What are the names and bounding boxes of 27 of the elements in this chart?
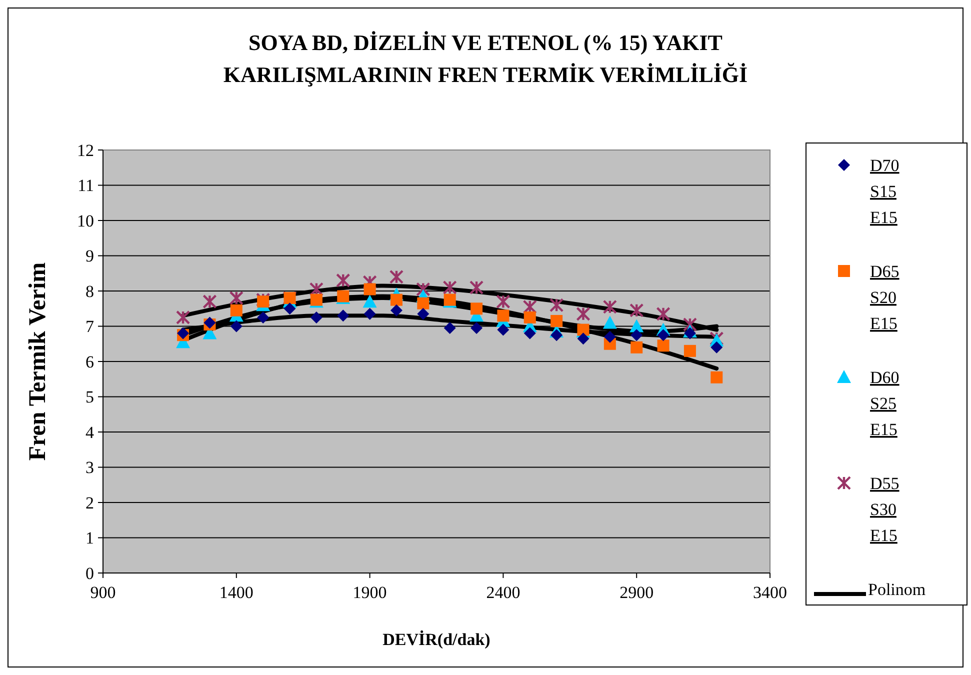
legend-label: D55 S30 E15 — [870, 474, 900, 545]
legend-label: Polinom — [868, 580, 926, 599]
y-tick-label: 7 — [86, 317, 94, 336]
y-tick-label: 12 — [77, 140, 94, 160]
x-axis-title: DEVİR(d/dak) — [382, 630, 490, 649]
legend-label: D65 S20 E15 — [870, 262, 900, 333]
x-tick-label: 1400 — [219, 583, 254, 602]
chart-title: SOYA BD, DİZELİN VE ETENOL (% 15) YAKIT KARILIŞMLARININ FREN TERMİK VERİMLİLİĞİ — [223, 30, 748, 87]
x-tick-label: 1900 — [352, 583, 387, 602]
x-tick-label: 2900 — [620, 583, 654, 602]
y-tick-label: 5 — [86, 388, 94, 407]
y-tick-label: 0 — [86, 564, 94, 583]
y-tick-label: 6 — [86, 352, 94, 372]
y-axis-title: Fren Termik Verim — [25, 262, 51, 461]
x-tick-label: 2400 — [486, 583, 520, 602]
y-tick-label: 8 — [86, 282, 94, 301]
legend-label: D70 S15 E15 — [870, 156, 900, 227]
y-tick-label: 11 — [78, 176, 94, 196]
y-tick-label: 4 — [86, 422, 94, 442]
legend-label: D60 S25 E15 — [870, 368, 900, 439]
y-tick-label: 2 — [86, 493, 94, 512]
y-tick-label: 1 — [86, 528, 94, 548]
x-tick-label: 900 — [90, 583, 116, 602]
y-tick-label: 10 — [77, 211, 94, 230]
y-tick-label: 3 — [86, 458, 94, 478]
y-tick-label: 9 — [86, 246, 94, 266]
x-tick-label: 3400 — [753, 583, 787, 602]
